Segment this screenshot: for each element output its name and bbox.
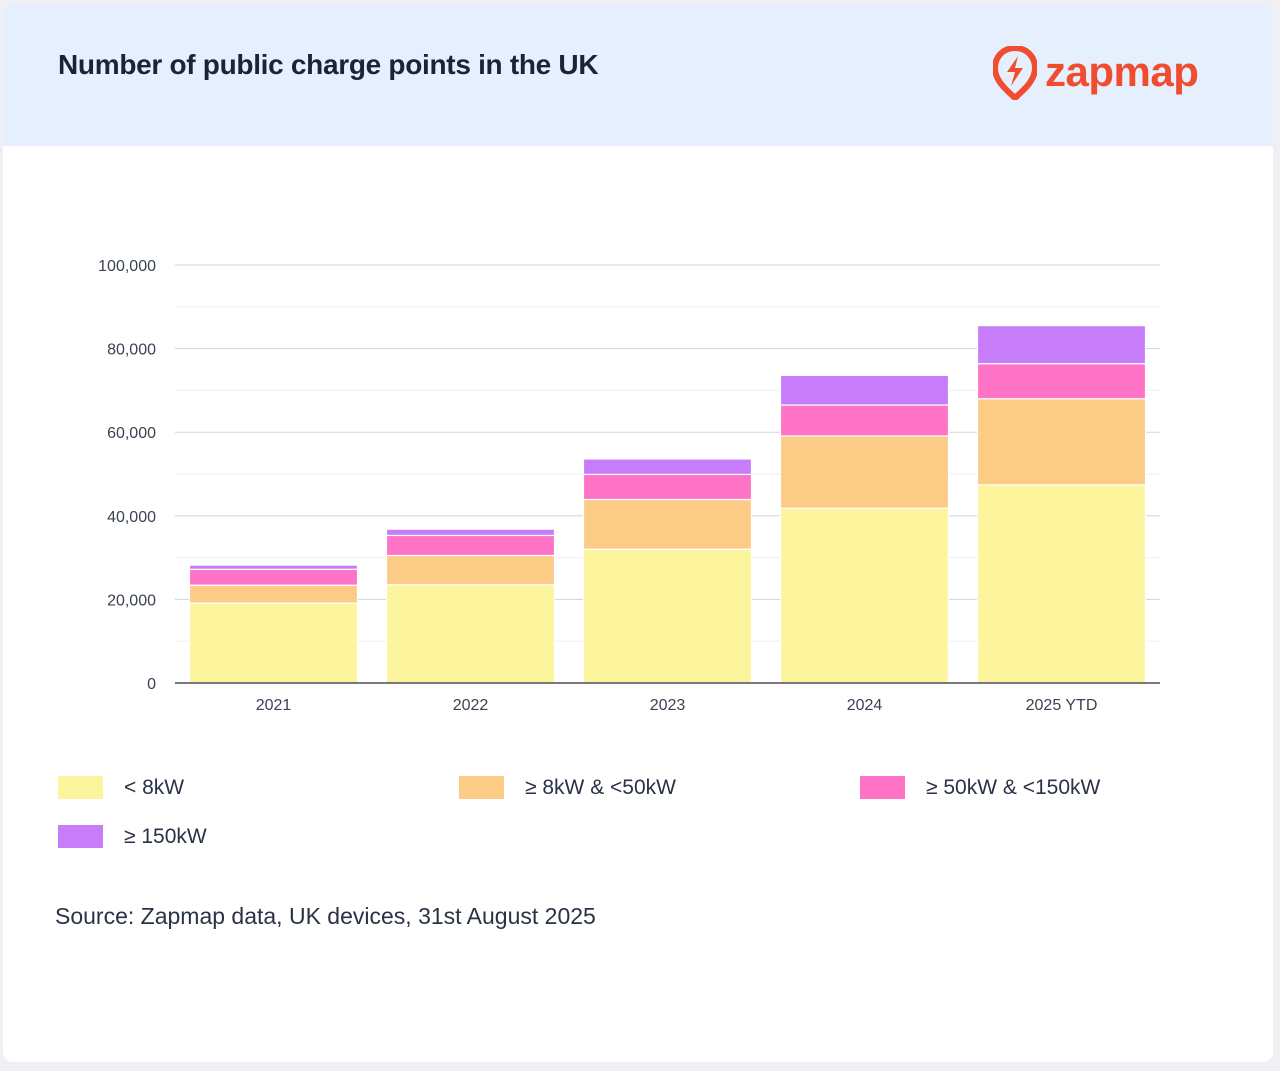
x-tick-label: 2023 <box>650 697 686 714</box>
y-tick-label: 100,000 <box>98 258 156 275</box>
y-tick-label: 0 <box>147 676 156 693</box>
page-title: Number of public charge points in the UK <box>58 49 599 80</box>
lightning-pin-icon <box>993 46 1037 100</box>
bar-segment <box>582 548 753 684</box>
bar-segment <box>385 554 556 586</box>
legend-swatch <box>459 776 504 799</box>
x-tick-label: 2024 <box>847 697 883 714</box>
legend-label: ≥ 50kW & <150kW <box>926 776 1101 799</box>
bar-segment <box>976 484 1147 684</box>
bar-segment <box>188 568 359 586</box>
bar-segment <box>188 564 359 570</box>
bar-segment <box>385 584 556 684</box>
x-tick-label: 2025 YTD <box>1026 697 1098 714</box>
bar-segment <box>188 602 359 684</box>
bar-segment <box>976 325 1147 365</box>
y-tick-label: 40,000 <box>107 509 156 526</box>
zapmap-logo: zapmap <box>993 46 1223 104</box>
bar-segment <box>779 374 950 406</box>
bar-segment <box>779 507 950 684</box>
bar-segment <box>385 528 556 537</box>
bar-segment <box>385 534 556 557</box>
bar-segment <box>976 363 1147 400</box>
y-tick-label: 20,000 <box>107 592 156 609</box>
legend-swatch <box>58 825 103 848</box>
bar-segment <box>188 584 359 604</box>
bar-segment <box>582 458 753 476</box>
source-note: Source: Zapmap data, UK devices, 31st Au… <box>55 903 596 929</box>
y-tick-label: 80,000 <box>107 342 156 359</box>
logo-text: zapmap <box>1045 48 1199 95</box>
legend-label: ≥ 8kW & <50kW <box>525 776 676 799</box>
bar-segment <box>582 498 753 550</box>
bar-segment <box>582 473 753 501</box>
x-tick-label: 2021 <box>256 697 292 714</box>
header-band: Number of public charge points in the UK… <box>3 4 1273 146</box>
y-tick-label: 60,000 <box>107 425 156 442</box>
bar-segment <box>976 398 1147 486</box>
bar-segment <box>779 435 950 509</box>
legend-swatch <box>58 776 103 799</box>
legend-label: ≥ 150kW <box>124 825 207 848</box>
stacked-bar-chart: 0 20,000 40,000 60,000 80,000 100,000 2021 2022… <box>98 258 1160 714</box>
bar-segment <box>779 404 950 437</box>
legend-label: < 8kW <box>124 776 185 799</box>
x-tick-label: 2022 <box>453 697 489 714</box>
legend-swatch <box>860 776 905 799</box>
